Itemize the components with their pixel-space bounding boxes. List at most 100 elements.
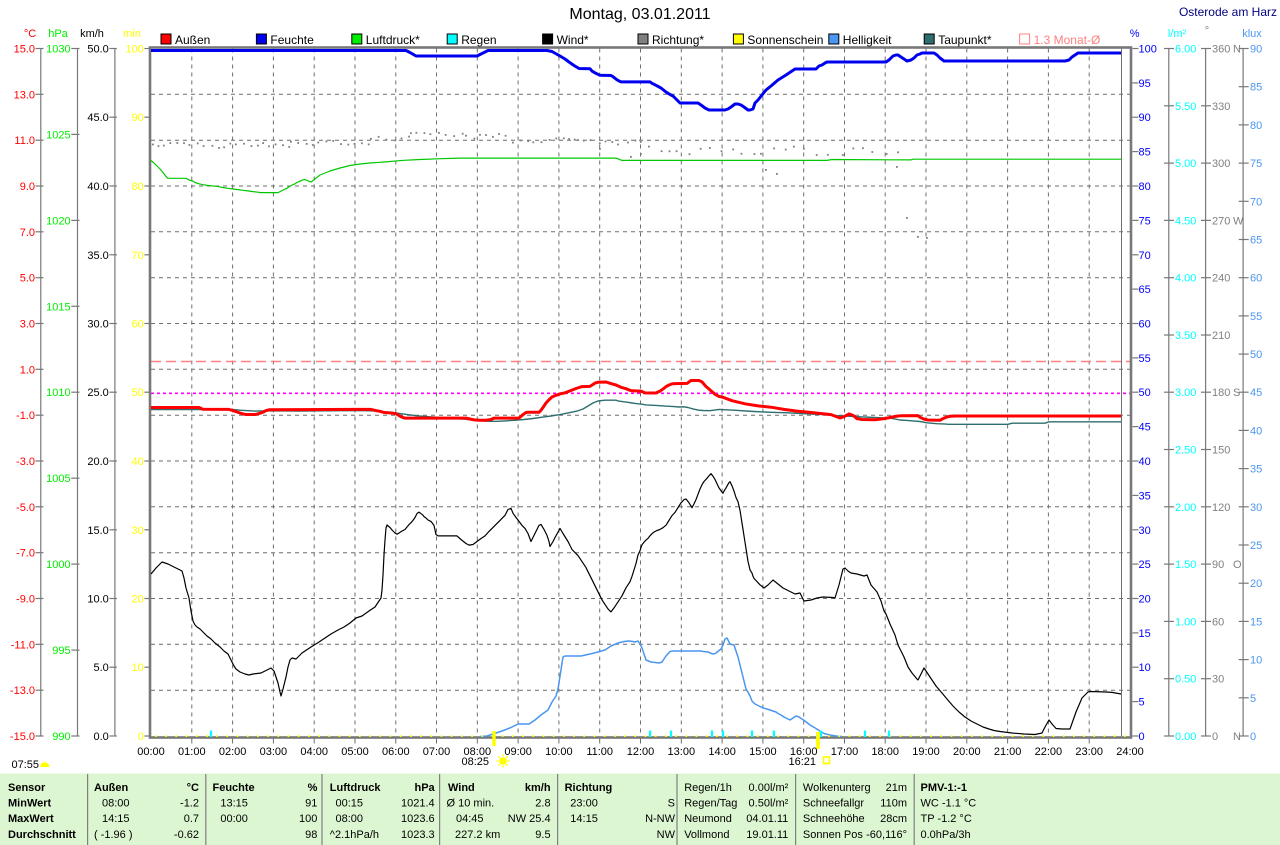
- svg-text:04:45: 04:45: [456, 813, 484, 825]
- svg-text:Regen: Regen: [461, 33, 496, 47]
- svg-text:22:00: 22:00: [1035, 746, 1063, 758]
- svg-text:0.00: 0.00: [1175, 731, 1196, 743]
- svg-text:9.0: 9.0: [20, 181, 35, 193]
- svg-text:Vollmond: Vollmond: [684, 829, 729, 841]
- svg-text:-15.0: -15.0: [10, 731, 35, 743]
- svg-text:80: 80: [1250, 120, 1262, 132]
- svg-text:0.7: 0.7: [184, 813, 199, 825]
- svg-text:15.0: 15.0: [14, 44, 35, 56]
- svg-text:-1.2: -1.2: [180, 798, 199, 810]
- svg-text:1010: 1010: [46, 387, 70, 399]
- svg-text:S: S: [668, 798, 675, 810]
- svg-text:50: 50: [132, 387, 144, 399]
- svg-text:35: 35: [1250, 464, 1262, 476]
- svg-text:330: 330: [1212, 101, 1230, 113]
- svg-text:Wolkenunterg: Wolkenunterg: [803, 782, 871, 794]
- svg-text:03:00: 03:00: [260, 746, 288, 758]
- svg-text:hPa: hPa: [415, 782, 436, 794]
- svg-text:18:00: 18:00: [871, 746, 899, 758]
- svg-text:-7.0: -7.0: [16, 548, 35, 560]
- svg-text:25: 25: [1139, 559, 1151, 571]
- svg-text:13.0: 13.0: [14, 89, 35, 101]
- svg-text:55: 55: [1139, 353, 1151, 365]
- svg-text:21m: 21m: [886, 782, 907, 794]
- svg-text:55: 55: [1250, 311, 1262, 323]
- svg-text:12:00: 12:00: [627, 746, 655, 758]
- svg-text:4.00: 4.00: [1175, 273, 1196, 285]
- svg-text:10:00: 10:00: [545, 746, 573, 758]
- svg-text:227.2 km: 227.2 km: [455, 829, 500, 841]
- svg-text:1000: 1000: [46, 559, 70, 571]
- svg-text:1021.4: 1021.4: [401, 798, 435, 810]
- svg-text:60: 60: [1212, 616, 1224, 628]
- svg-text:N: N: [1233, 731, 1241, 743]
- svg-text:1023.3: 1023.3: [401, 829, 435, 841]
- svg-text:Sonnen Pos: Sonnen Pos: [803, 829, 863, 841]
- svg-text:Wind*: Wind*: [557, 33, 589, 47]
- svg-text:0.50: 0.50: [1175, 674, 1196, 686]
- svg-text:1015: 1015: [46, 301, 70, 313]
- svg-text:-13.0: -13.0: [10, 685, 35, 697]
- svg-text:1005: 1005: [46, 473, 70, 485]
- svg-text:360: 360: [1212, 44, 1230, 56]
- svg-text:0.50l/m²: 0.50l/m²: [749, 798, 789, 810]
- svg-text:60: 60: [132, 319, 144, 331]
- svg-text:-0.62: -0.62: [174, 829, 199, 841]
- svg-text:08:25: 08:25: [461, 756, 489, 768]
- svg-text:60: 60: [1250, 273, 1262, 285]
- svg-text:85: 85: [1250, 82, 1262, 94]
- svg-text:98: 98: [305, 829, 317, 841]
- svg-text:270: 270: [1212, 215, 1230, 227]
- svg-text:0: 0: [1212, 731, 1218, 743]
- svg-text:13:00: 13:00: [668, 746, 696, 758]
- svg-text:20: 20: [132, 594, 144, 606]
- svg-text:Richtung*: Richtung*: [652, 33, 704, 47]
- svg-text:Luftdruck: Luftdruck: [330, 782, 382, 794]
- svg-text:15: 15: [1139, 628, 1151, 640]
- svg-text:50: 50: [1250, 349, 1262, 361]
- svg-text:14:15: 14:15: [570, 813, 598, 825]
- svg-text:08:00: 08:00: [464, 746, 492, 758]
- svg-text:Montag, 03.01.2011: Montag, 03.01.2011: [569, 6, 710, 23]
- svg-text:Schneehöhe: Schneehöhe: [803, 813, 865, 825]
- svg-text:80: 80: [1139, 181, 1151, 193]
- svg-text:-1.0: -1.0: [16, 410, 35, 422]
- svg-text:80: 80: [132, 181, 144, 193]
- svg-text:23:00: 23:00: [570, 798, 598, 810]
- svg-text:5.00: 5.00: [1175, 158, 1196, 170]
- svg-text:30: 30: [1212, 674, 1224, 686]
- svg-text:-5.0: -5.0: [16, 502, 35, 514]
- svg-text:5.50: 5.50: [1175, 101, 1196, 113]
- svg-text:1.50: 1.50: [1175, 559, 1196, 571]
- svg-text:Feuchte: Feuchte: [270, 33, 314, 47]
- svg-text:1023.6: 1023.6: [401, 813, 435, 825]
- svg-text:0.0hPa/3h: 0.0hPa/3h: [921, 829, 971, 841]
- svg-text:07:55: 07:55: [12, 759, 40, 771]
- svg-text:^2.1hPa/h: ^2.1hPa/h: [330, 829, 379, 841]
- svg-text:10.0: 10.0: [87, 594, 108, 606]
- svg-text:150: 150: [1212, 445, 1230, 457]
- svg-text:%: %: [1130, 28, 1140, 40]
- svg-text:85: 85: [1139, 147, 1151, 159]
- svg-text:08:00: 08:00: [336, 813, 364, 825]
- svg-text:24:00: 24:00: [1116, 746, 1144, 758]
- svg-text:30: 30: [1139, 525, 1151, 537]
- svg-text:5.0: 5.0: [94, 662, 109, 674]
- svg-text:Feuchte: Feuchte: [213, 782, 255, 794]
- svg-text:11:00: 11:00: [586, 746, 613, 758]
- svg-text:04:00: 04:00: [300, 746, 328, 758]
- svg-text:min: min: [123, 28, 141, 40]
- svg-text:S: S: [1233, 387, 1240, 399]
- svg-text:23:00: 23:00: [1075, 746, 1103, 758]
- svg-text:1.00: 1.00: [1175, 616, 1196, 628]
- svg-text:09:00: 09:00: [504, 746, 532, 758]
- svg-text:MinWert: MinWert: [8, 798, 52, 810]
- svg-text:0: 0: [138, 731, 144, 743]
- svg-text:( -1.96 ): ( -1.96 ): [94, 829, 133, 841]
- svg-text:40: 40: [1139, 456, 1151, 468]
- svg-text:-11.0: -11.0: [11, 639, 35, 651]
- svg-text:25.0: 25.0: [87, 387, 108, 399]
- svg-text:°C: °C: [24, 28, 36, 40]
- svg-text:0: 0: [1139, 731, 1145, 743]
- svg-text:04.01.11: 04.01.11: [746, 813, 788, 825]
